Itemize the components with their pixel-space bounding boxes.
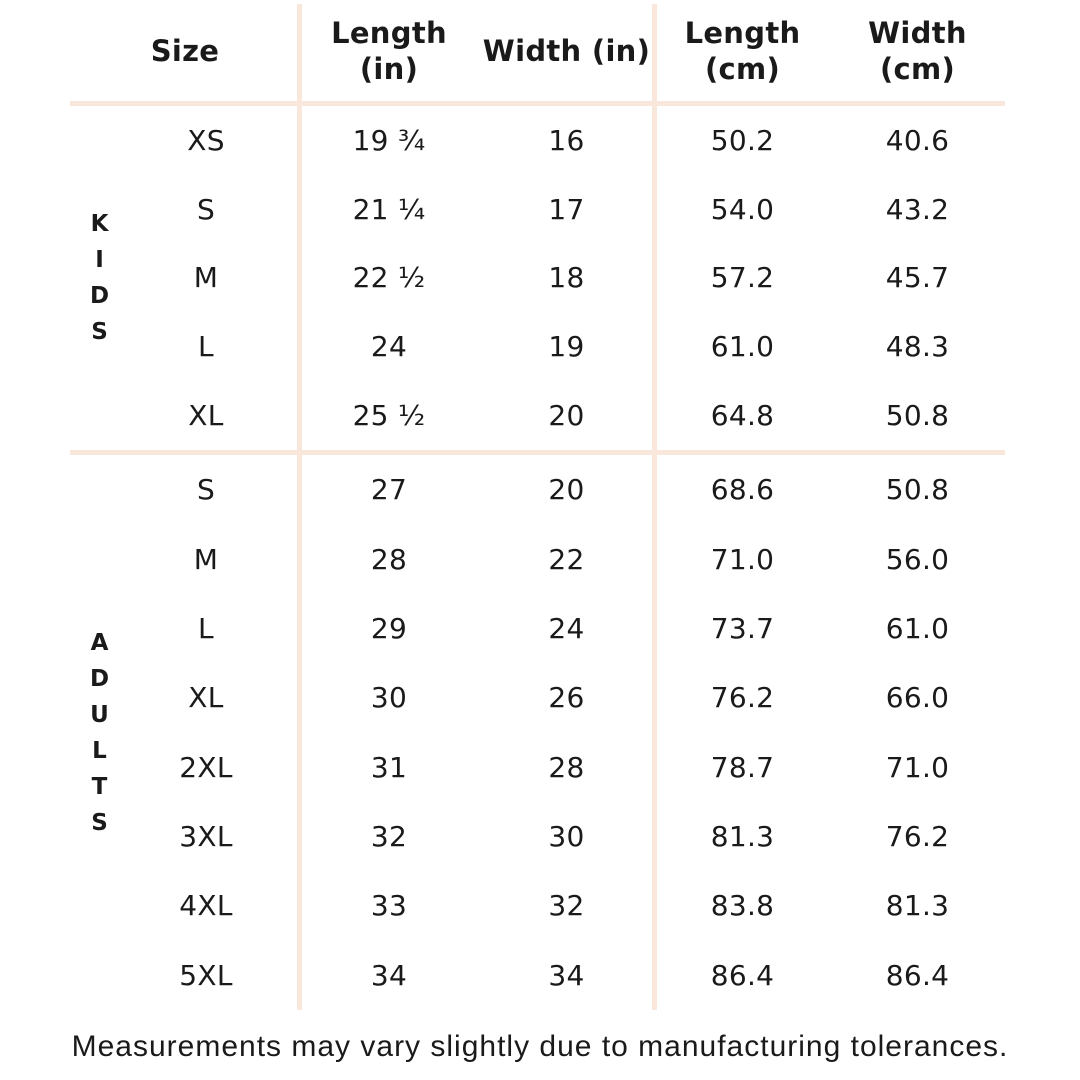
cell-length-in: 19 ¾ <box>352 123 426 157</box>
cell-width-in: 16 <box>548 123 585 157</box>
table-row: M 22 ½ 18 57.2 45.7 <box>70 244 1005 313</box>
cell-length-in: 31 <box>370 750 408 784</box>
cell-width-cm: 61.0 <box>885 611 950 645</box>
cell-length-cm: 86.4 <box>710 958 775 992</box>
cell-width-cm: 66.0 <box>885 681 950 715</box>
table-row: 5XL 34 34 86.4 86.4 <box>70 941 1005 1010</box>
cell-width-in: 22 <box>548 542 585 576</box>
cell-width-in: 26 <box>548 681 585 715</box>
table-row: 3XL 32 30 81.3 76.2 <box>70 802 1005 871</box>
cell-width-in: 28 <box>548 750 585 784</box>
table-row: L 24 19 61.0 48.3 <box>70 312 1005 381</box>
cell-width-in: 18 <box>548 261 585 295</box>
header-width-cm: Width (cm) <box>868 15 967 86</box>
cell-size: S <box>196 473 216 507</box>
cell-length-cm: 64.8 <box>710 399 775 433</box>
header-divider <box>70 101 1005 106</box>
kids-adults-divider <box>70 450 1005 455</box>
cell-length-in: 27 <box>370 473 408 507</box>
cell-length-cm: 61.0 <box>710 330 775 364</box>
cell-size: S <box>196 192 216 226</box>
cell-width-in: 20 <box>548 473 585 507</box>
cell-length-cm: 57.2 <box>710 261 775 295</box>
cell-width-in: 19 <box>548 330 585 364</box>
vertical-divider-left <box>297 4 302 1010</box>
cell-length-in: 22 ½ <box>352 261 426 295</box>
header-length-in: Length (in) <box>331 15 447 86</box>
cell-size: XL <box>188 681 224 715</box>
cell-size: M <box>193 261 219 295</box>
cell-size: 2XL <box>179 750 233 784</box>
cell-length-cm: 73.7 <box>710 611 775 645</box>
group-adults-rows: S 27 20 68.6 50.8 M 28 22 71.0 56.0 L 29… <box>70 455 1005 1010</box>
cell-length-in: 34 <box>370 958 408 992</box>
cell-width-cm: 45.7 <box>885 261 950 295</box>
cell-width-cm: 86.4 <box>885 958 950 992</box>
cell-length-in: 24 <box>370 330 408 364</box>
table-row: XL 25 ½ 20 64.8 50.8 <box>70 381 1005 450</box>
cell-width-cm: 43.2 <box>885 192 950 226</box>
cell-length-cm: 83.8 <box>710 889 775 923</box>
cell-width-cm: 76.2 <box>885 820 950 854</box>
table-row: 4XL 33 32 83.8 81.3 <box>70 871 1005 940</box>
cell-size: L <box>198 330 214 364</box>
group-kids: K I D S XS 19 ¾ 16 50.2 40.6 S 21 ¼ 17 5… <box>70 106 1005 450</box>
cell-length-in: 21 ¼ <box>352 192 426 226</box>
cell-size: 5XL <box>179 958 233 992</box>
cell-width-cm: 81.3 <box>885 889 950 923</box>
cell-length-in: 25 ½ <box>352 399 426 433</box>
cell-length-cm: 68.6 <box>710 473 775 507</box>
cell-width-cm: 48.3 <box>885 330 950 364</box>
cell-length-cm: 71.0 <box>710 542 775 576</box>
cell-width-cm: 40.6 <box>885 123 950 157</box>
cell-size: XS <box>187 123 225 157</box>
cell-width-in: 17 <box>548 192 585 226</box>
table-row: M 28 22 71.0 56.0 <box>70 524 1005 593</box>
cell-size: L <box>198 611 214 645</box>
table-row: S 27 20 68.6 50.8 <box>70 455 1005 524</box>
cell-width-cm: 71.0 <box>885 750 950 784</box>
cell-width-in: 30 <box>548 820 585 854</box>
cell-width-in: 24 <box>548 611 585 645</box>
group-kids-rows: XS 19 ¾ 16 50.2 40.6 S 21 ¼ 17 54.0 43.2… <box>70 106 1005 450</box>
group-label-kids: K I D S <box>89 211 111 345</box>
cell-width-cm: 56.0 <box>885 542 950 576</box>
cell-width-cm: 50.8 <box>885 399 950 433</box>
cell-length-in: 30 <box>370 681 408 715</box>
cell-width-in: 20 <box>548 399 585 433</box>
table-header: Size Length (in) Width (in) Length (cm) … <box>70 0 1005 101</box>
cell-size: M <box>193 542 219 576</box>
header-width-in: Width (in) <box>482 33 651 68</box>
header-length-cm: Length (cm) <box>684 15 801 86</box>
cell-length-in: 29 <box>370 611 408 645</box>
cell-length-cm: 81.3 <box>710 820 775 854</box>
cell-size: 3XL <box>179 820 233 854</box>
cell-size: XL <box>188 399 224 433</box>
footer-note: Measurements may vary slightly due to ma… <box>71 1030 1009 1063</box>
cell-width-cm: 50.8 <box>885 473 950 507</box>
table-row: S 21 ¼ 17 54.0 43.2 <box>70 175 1005 244</box>
cell-length-in: 32 <box>370 820 408 854</box>
group-adults: A D U L T S S 27 20 68.6 50.8 M 28 22 71… <box>70 455 1005 1010</box>
cell-length-cm: 76.2 <box>710 681 775 715</box>
group-label-adults: A D U L T S <box>89 629 111 836</box>
table-row: 2XL 31 28 78.7 71.0 <box>70 733 1005 802</box>
cell-size: 4XL <box>179 889 233 923</box>
cell-length-cm: 78.7 <box>710 750 775 784</box>
cell-length-in: 33 <box>370 889 408 923</box>
table-row: L 29 24 73.7 61.0 <box>70 594 1005 663</box>
table-row: XL 30 26 76.2 66.0 <box>70 663 1005 732</box>
cell-length-in: 28 <box>370 542 408 576</box>
vertical-divider-right <box>652 4 657 1010</box>
cell-length-cm: 54.0 <box>710 192 775 226</box>
cell-width-in: 34 <box>548 958 585 992</box>
cell-width-in: 32 <box>548 889 585 923</box>
cell-length-cm: 50.2 <box>710 123 775 157</box>
table-row: XS 19 ¾ 16 50.2 40.6 <box>70 106 1005 175</box>
header-size: Size <box>150 33 220 68</box>
